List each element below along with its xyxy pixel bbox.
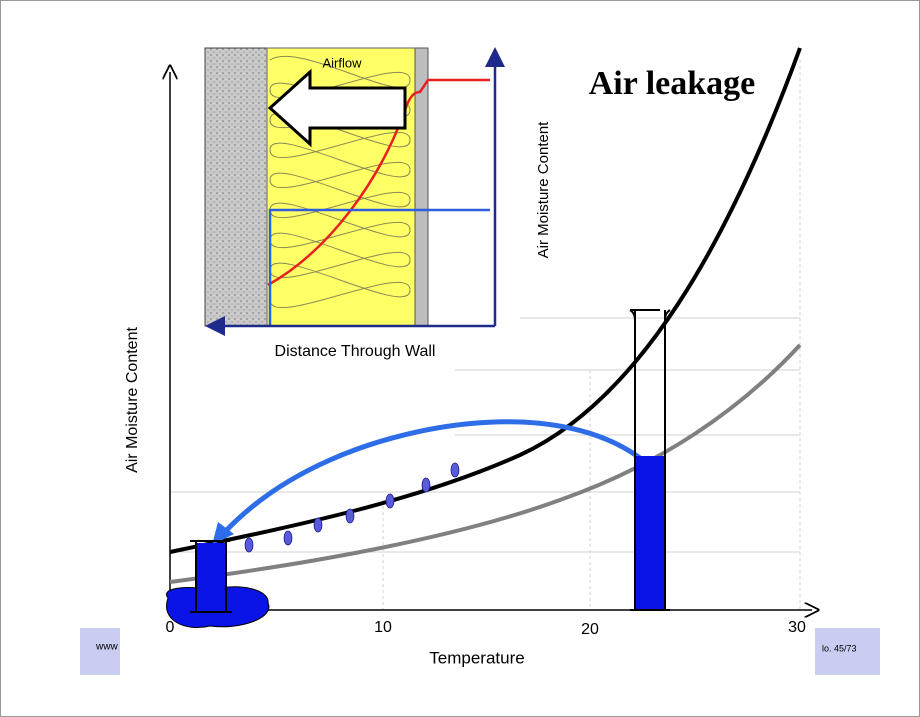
inset-y-axis-label: Air Moisture Content xyxy=(535,121,552,259)
airflow-label: Airflow xyxy=(322,55,362,70)
y-axis-label: Air Moisture Content xyxy=(124,327,141,473)
x-tick-label: 20 xyxy=(581,621,599,638)
droplet xyxy=(345,508,355,524)
droplet xyxy=(421,477,431,493)
small-cylinder xyxy=(190,540,232,613)
cylinder xyxy=(630,309,670,611)
droplet xyxy=(385,493,395,509)
droplet xyxy=(244,537,254,553)
x-tick-label: 10 xyxy=(374,619,392,636)
droplet xyxy=(283,530,293,546)
saturation-curve xyxy=(169,47,802,554)
concrete xyxy=(204,47,268,327)
title: Air leakage xyxy=(589,65,756,102)
cylinder-lip xyxy=(629,309,671,321)
droplet xyxy=(313,517,323,533)
dewpoint-line xyxy=(268,208,490,326)
x-tick-label: 30 xyxy=(788,619,806,636)
transport-arrow xyxy=(220,419,642,537)
transport-arrowhead xyxy=(212,522,234,545)
footer-right: lo. 45/73 xyxy=(822,643,857,653)
footer-left: www xyxy=(95,642,118,653)
x-tick-label: 0 xyxy=(166,619,175,636)
x-axis-label: Temperature xyxy=(429,648,524,667)
moisture-curve xyxy=(267,78,490,287)
droplet xyxy=(450,462,460,478)
inset-x-axis-label: Distance Through Wall xyxy=(275,343,436,360)
cylinder-fill xyxy=(635,456,665,610)
small-cylinder-fill xyxy=(196,543,226,610)
dewpoint-curve xyxy=(169,343,802,584)
droplets xyxy=(244,462,460,553)
airflow-arrow xyxy=(267,68,407,148)
